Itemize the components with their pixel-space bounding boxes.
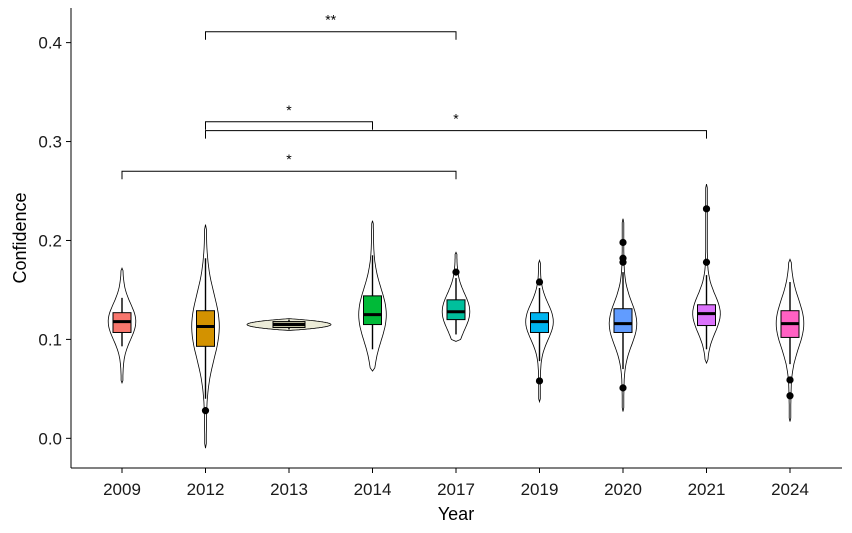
y-axis-ticks: 0.0 0.1 0.2 0.3 0.4 <box>38 34 71 448</box>
bracket-line <box>205 31 457 40</box>
outlier-point <box>535 377 544 385</box>
violin-2019 <box>525 258 554 404</box>
bracket-label: ** <box>325 12 336 28</box>
bracket-line <box>205 121 373 130</box>
bracket-line <box>121 170 457 180</box>
outlier-point <box>619 384 627 392</box>
y-tick-label: 0.4 <box>38 34 62 53</box>
violin-2009 <box>107 267 137 385</box>
bracket-2012-2014: * <box>205 102 373 130</box>
x-tick-label: 2020 <box>604 480 642 499</box>
bracket-2009-2017: * <box>121 151 457 180</box>
x-tick-label: 2024 <box>771 480 809 499</box>
violin-2012 <box>191 224 220 449</box>
outlier-point <box>786 376 794 384</box>
x-tick-label: 2019 <box>521 480 559 499</box>
violin-2024 <box>775 258 805 422</box>
x-tick-label: 2021 <box>688 480 726 499</box>
y-tick-label: 0.1 <box>38 330 62 349</box>
group-2013 <box>246 318 332 331</box>
violin-2014 <box>358 220 387 372</box>
y-tick-label: 0.0 <box>38 429 62 448</box>
bracket-2012-2017: ** <box>205 12 457 40</box>
outlier-point <box>619 238 627 247</box>
outlier-point <box>702 258 711 266</box>
group-2009 <box>107 267 137 385</box>
group-2021 <box>692 184 721 365</box>
outlier-point <box>702 205 711 213</box>
outlier-point <box>619 258 627 266</box>
box-2014 <box>363 295 382 326</box>
bracket-label: * <box>286 151 292 167</box>
y-axis-title: Confidence <box>10 192 30 283</box>
bracket-line <box>205 130 707 139</box>
box-2020 <box>613 308 633 333</box>
group-2019 <box>525 258 554 404</box>
violin-2020 <box>608 218 638 412</box>
group-2012 <box>191 224 220 449</box>
group-2020 <box>608 218 638 412</box>
x-tick-label: 2009 <box>103 480 141 499</box>
outlier-point <box>452 268 460 276</box>
violin-2021 <box>692 184 721 365</box>
bracket-2012-2021: * <box>205 111 707 139</box>
group-2024 <box>775 258 805 422</box>
y-tick-label: 0.2 <box>38 231 62 250</box>
x-axis-title: Year <box>438 504 474 524</box>
outlier-point <box>201 407 210 415</box>
bracket-label: * <box>286 102 292 118</box>
outlier-point <box>535 278 544 286</box>
box-2012 <box>196 310 215 347</box>
y-tick-label: 0.3 <box>38 133 62 152</box>
box-2017 <box>446 299 466 321</box>
significance-brackets: ***** <box>121 12 707 180</box>
group-2014 <box>358 220 387 372</box>
violin-2017 <box>441 251 471 342</box>
x-axis-ticks: 2009 2012 2013 2014 2017 2019 2020 2021 2024 <box>103 468 809 499</box>
x-tick-label: 2013 <box>270 480 308 499</box>
x-tick-label: 2017 <box>437 480 475 499</box>
bracket-label: * <box>453 111 459 127</box>
x-tick-label: 2014 <box>354 480 392 499</box>
x-tick-label: 2012 <box>187 480 225 499</box>
plot-area <box>107 184 805 449</box>
outlier-point <box>786 392 794 400</box>
group-2017 <box>441 251 471 342</box>
